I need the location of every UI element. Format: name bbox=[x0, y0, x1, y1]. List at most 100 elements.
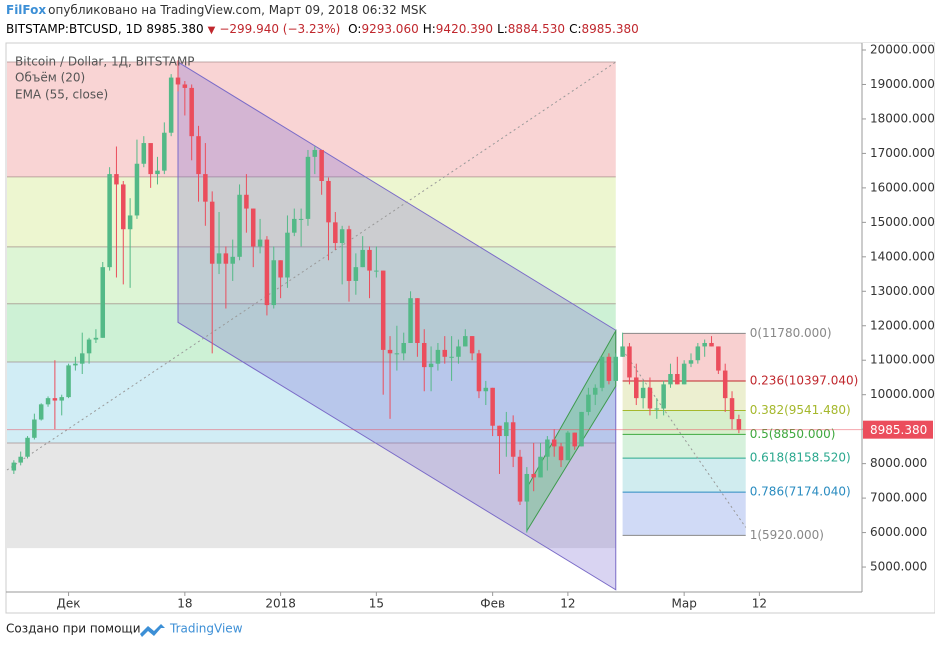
candle-body bbox=[339, 229, 345, 244]
candle-body bbox=[613, 356, 619, 381]
candle-body bbox=[93, 337, 99, 340]
plot: 0(11780.000) 0.236(10397.040) 0.382(9541.4… bbox=[6, 42, 935, 611]
candle-body bbox=[620, 346, 625, 357]
tradingview-logo[interactable] bbox=[140, 624, 165, 637]
x-tick-label: 12 bbox=[560, 597, 575, 611]
x-tick-label: 15 bbox=[369, 597, 384, 611]
candle-body bbox=[196, 136, 201, 175]
author[interactable]: FilFox bbox=[6, 3, 47, 17]
candle-body bbox=[497, 425, 502, 437]
candle-body bbox=[52, 398, 58, 401]
fib-label: 0.382(9541.480) bbox=[750, 403, 851, 417]
candle-body bbox=[25, 437, 30, 457]
candle-body bbox=[73, 363, 78, 366]
candle-body bbox=[524, 473, 530, 502]
candle-body bbox=[175, 77, 181, 85]
ohlc-value: 9293.060 bbox=[361, 22, 419, 36]
candle-body bbox=[517, 456, 523, 502]
candle-body bbox=[592, 387, 598, 395]
candle-body bbox=[558, 446, 564, 461]
candle-body bbox=[627, 346, 632, 378]
y-tick-label: 13000.000 bbox=[870, 284, 935, 298]
candle-body bbox=[538, 456, 543, 478]
x-tick-label: 12 bbox=[752, 597, 767, 611]
candle-body bbox=[654, 408, 660, 410]
fib-band bbox=[622, 492, 746, 536]
candle-body bbox=[716, 346, 721, 371]
candle-body bbox=[100, 267, 106, 338]
candle-body bbox=[722, 370, 728, 399]
candle-body bbox=[168, 77, 174, 133]
candle-body bbox=[367, 249, 372, 271]
candle-body bbox=[702, 342, 707, 347]
candle-body bbox=[114, 174, 119, 185]
candle-body bbox=[490, 387, 495, 426]
fib-band bbox=[622, 458, 746, 493]
y-tick-label: 14000.000 bbox=[870, 249, 935, 263]
candle-body bbox=[223, 253, 229, 264]
candle-body bbox=[346, 229, 352, 281]
y-tick-label: 5000.000 bbox=[870, 560, 927, 574]
candle-body bbox=[640, 387, 646, 399]
y-tick-label: 10000.000 bbox=[870, 387, 935, 401]
candle-body bbox=[647, 387, 653, 409]
x-tick-label: Дек bbox=[57, 597, 81, 611]
candle-body bbox=[606, 356, 612, 381]
ohlc-label: C: bbox=[569, 22, 582, 36]
symbol: BITSTAMP:BTCUSD, 1D bbox=[6, 22, 143, 36]
candle-body bbox=[401, 342, 406, 354]
candle-body bbox=[435, 349, 441, 364]
candle-body bbox=[531, 473, 536, 478]
fib-label: 0.5(8850.000) bbox=[750, 427, 836, 441]
candle-body bbox=[32, 419, 37, 438]
candle-body bbox=[736, 419, 742, 430]
candle-body bbox=[237, 194, 242, 257]
last-price-tag bbox=[863, 420, 933, 439]
candle-body bbox=[203, 174, 208, 202]
fib-band bbox=[622, 410, 746, 435]
price: 8985.380 bbox=[146, 22, 204, 36]
y-tick-label: 19000.000 bbox=[870, 77, 935, 91]
candle-body bbox=[59, 397, 64, 401]
candle-body bbox=[148, 143, 153, 175]
candle-body bbox=[504, 422, 509, 437]
candle-body bbox=[688, 360, 694, 364]
candle-body bbox=[134, 163, 140, 216]
zone bbox=[7, 62, 616, 177]
candle-body bbox=[244, 194, 249, 209]
candle-body bbox=[271, 260, 277, 306]
candle-body bbox=[162, 132, 167, 171]
published: опубликовано на TradingView.com, Март 09… bbox=[48, 3, 427, 17]
down-arrow: ▼ bbox=[207, 25, 216, 36]
candle-body bbox=[319, 149, 324, 181]
candle-body bbox=[675, 374, 680, 385]
candle-body bbox=[380, 270, 386, 350]
candle-body bbox=[579, 411, 584, 447]
candle-body bbox=[428, 363, 434, 368]
header-line-1: FilFox опубликовано на TradingView.com, М… bbox=[6, 3, 430, 17]
y-tick-label: 17000.000 bbox=[870, 146, 935, 160]
x-tick-label: 18 bbox=[177, 597, 192, 611]
candle-body bbox=[360, 249, 365, 268]
footer-brand[interactable]: TradingView bbox=[169, 622, 243, 636]
candle-body bbox=[209, 201, 215, 264]
candle-body bbox=[681, 363, 687, 385]
candle-body bbox=[11, 462, 17, 471]
candle-body bbox=[469, 336, 475, 354]
ohlc-label: L: bbox=[497, 22, 508, 36]
candle-body bbox=[476, 353, 482, 392]
candle-body bbox=[107, 174, 112, 268]
ohlc-value: 9420.390 bbox=[435, 22, 494, 36]
ohlc-value: 8884.530 bbox=[507, 22, 566, 36]
candle-body bbox=[565, 432, 571, 461]
indicator-volume: Объём (20) bbox=[15, 71, 85, 85]
ohlc-value: 8985.380 bbox=[581, 22, 639, 36]
candle-body bbox=[86, 339, 92, 354]
change: −299.940 (−3.23%) bbox=[219, 22, 341, 36]
candle-body bbox=[38, 404, 44, 420]
candle-body bbox=[572, 432, 577, 447]
candle-body bbox=[353, 267, 359, 281]
candle-body bbox=[709, 342, 714, 347]
candle-body bbox=[305, 156, 311, 219]
candle-body bbox=[79, 353, 85, 364]
